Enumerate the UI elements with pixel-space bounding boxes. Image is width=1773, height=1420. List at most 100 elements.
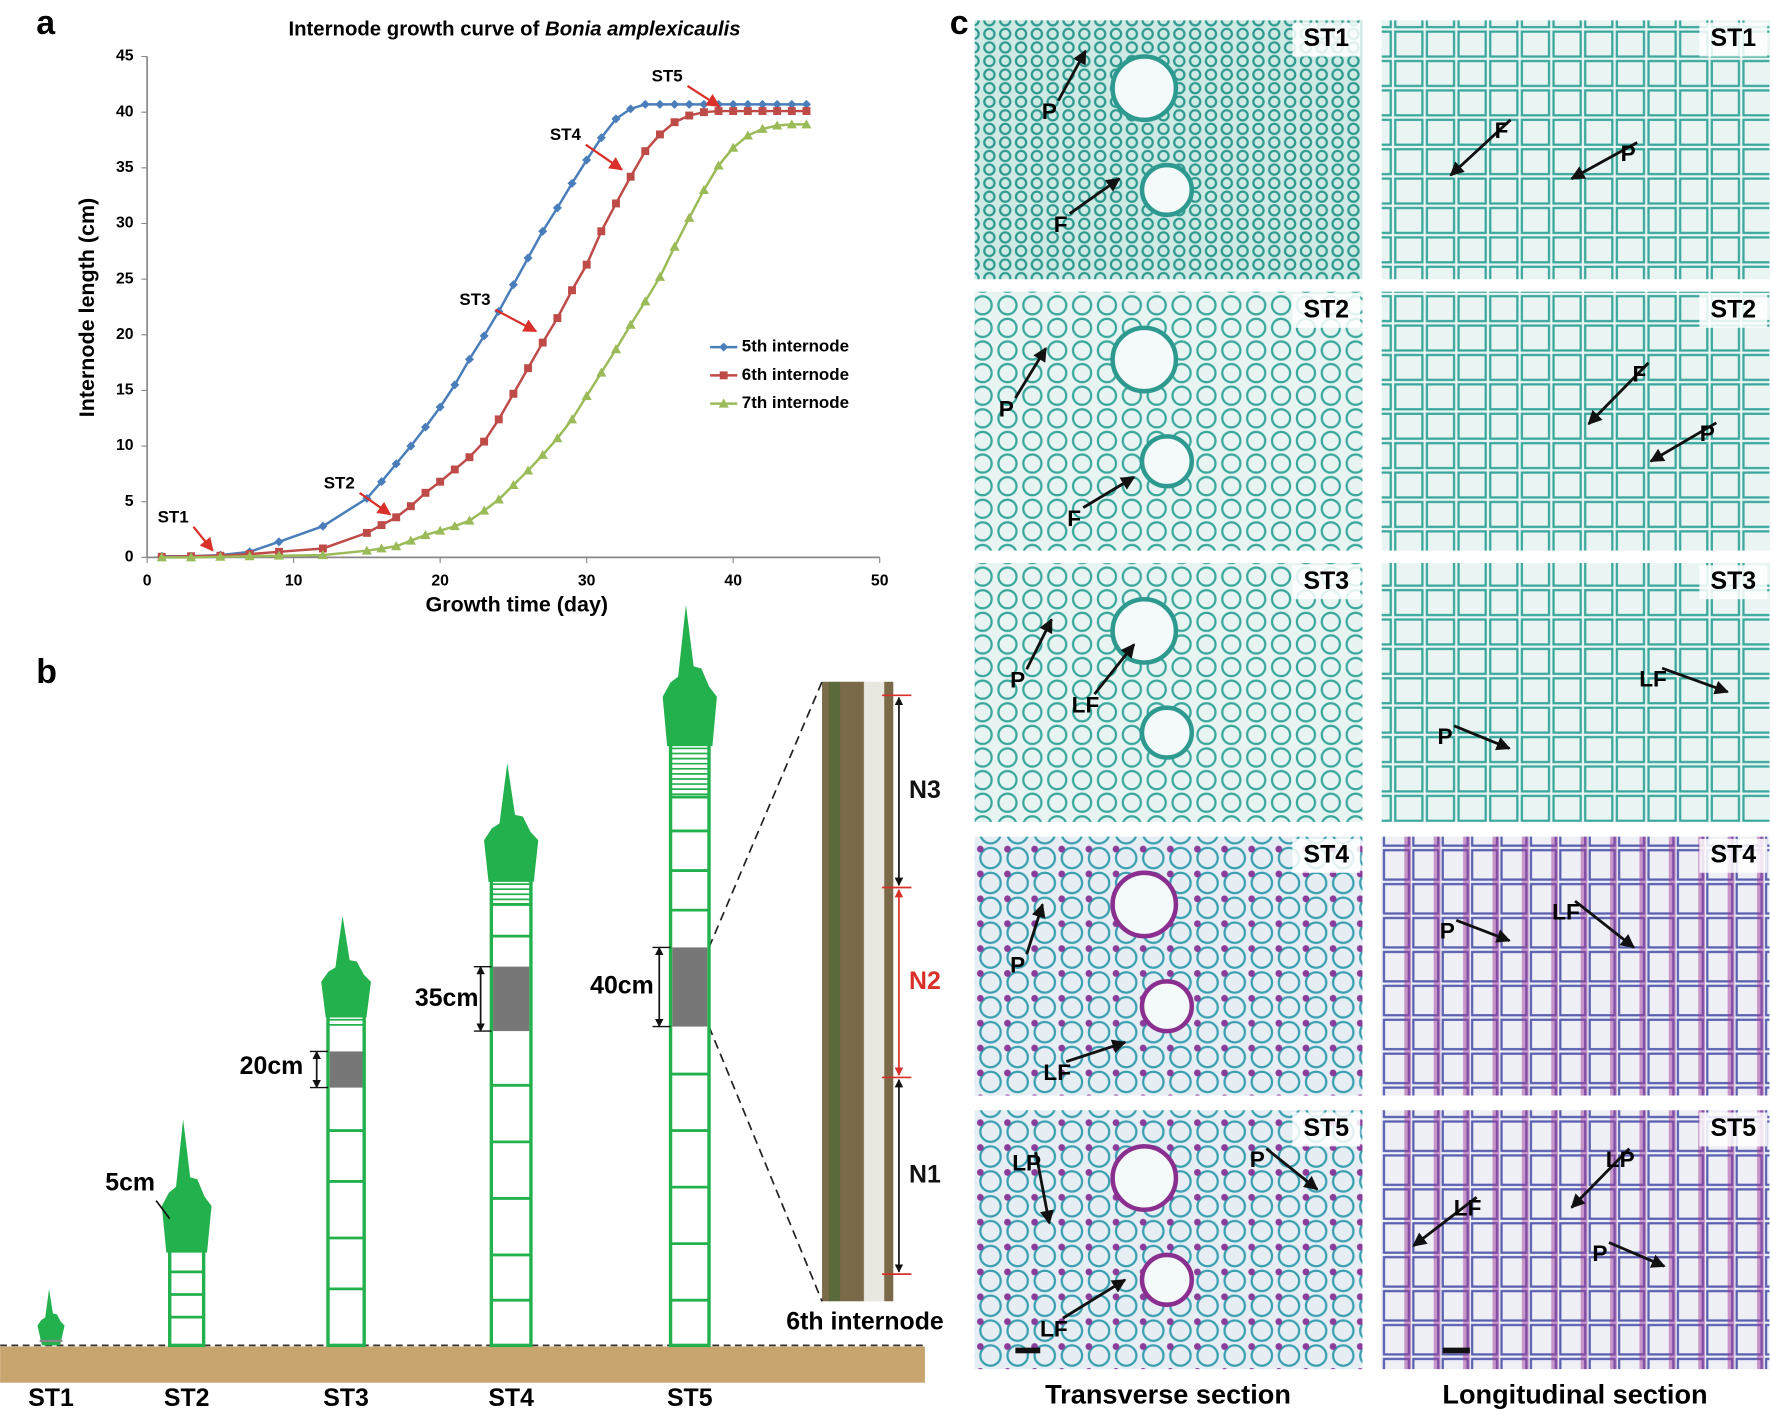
point (610, 344, 622, 354)
micrograph (974, 836, 1363, 1096)
stage-label: ST5 (1711, 1114, 1757, 1142)
point (318, 521, 328, 531)
stem (489, 857, 533, 1348)
point (582, 260, 591, 269)
structure-label: P (1010, 668, 1025, 693)
point (611, 114, 621, 124)
pointer-arrow (1082, 475, 1136, 509)
point (435, 525, 446, 535)
caption: Transverse section (1045, 1378, 1291, 1409)
structure-label: F (1054, 212, 1068, 237)
point (718, 398, 729, 408)
segment-label: N2 (909, 967, 941, 995)
stage-bg (1292, 22, 1361, 57)
photo (822, 681, 894, 1302)
micrograph (1381, 20, 1770, 280)
pointer-arrow (1649, 421, 1718, 463)
caption: Longitudinal section (1442, 1378, 1707, 1409)
stage-label: ST2 (1303, 295, 1349, 323)
structure-label: F (1495, 118, 1509, 143)
shoot-tip (37, 1288, 65, 1346)
scale-bar (1015, 1347, 1041, 1354)
pointer-arrow (1062, 1278, 1127, 1320)
stage-label: ST2 (164, 1384, 210, 1412)
point (685, 111, 694, 120)
stage-label: ST4 (1303, 840, 1349, 868)
y-tick-label: 35 (116, 159, 134, 176)
panel-label: b (36, 653, 57, 691)
point (185, 552, 197, 562)
point (714, 107, 723, 116)
structure-label: F (1067, 506, 1081, 531)
annotation: ST2 (324, 473, 355, 492)
pointer-arrow (1068, 177, 1121, 215)
structure-label: P (1010, 953, 1025, 978)
structure-label: LF (1639, 667, 1667, 692)
point (719, 371, 728, 380)
structure-label: LP (1012, 1150, 1041, 1175)
stem (326, 993, 366, 1348)
point (522, 465, 534, 475)
x-tick-label: 20 (431, 572, 449, 589)
pointer-arrow (1570, 141, 1638, 180)
stage-bg (1699, 565, 1768, 600)
vessel (1139, 705, 1195, 760)
pointer-arrow (1265, 1147, 1319, 1191)
point (376, 543, 387, 553)
shoot-tip (321, 915, 371, 1018)
point (508, 479, 519, 489)
annotation-arrow (192, 526, 214, 552)
title: Internode growth curve of (288, 19, 545, 41)
pointer-arrow (1412, 1196, 1478, 1248)
point (362, 528, 371, 537)
point (597, 227, 606, 236)
point (772, 99, 782, 109)
y-tick-label: 10 (116, 437, 134, 454)
stage-label: ST3 (323, 1384, 369, 1412)
pointer-arrow (1449, 118, 1512, 177)
point (581, 390, 592, 400)
ground (0, 1346, 925, 1383)
point (480, 437, 489, 446)
shoot-tip (161, 1119, 212, 1253)
point (552, 203, 562, 213)
pointer-arrow (1034, 1151, 1054, 1225)
vessel (1110, 870, 1179, 939)
micrograph (974, 563, 1363, 822)
vessel (1110, 596, 1179, 665)
pointer-arrow (1587, 361, 1650, 425)
structure-label: P (999, 396, 1014, 421)
point (244, 551, 255, 561)
point (421, 488, 430, 497)
legend-label: 5th internode (742, 337, 849, 356)
annotation-arrow (585, 143, 624, 171)
y-tick-label: 5 (125, 493, 134, 510)
structure-label: P (1042, 99, 1057, 124)
pointer-arrow (1453, 724, 1511, 751)
point (787, 107, 796, 116)
scale-bar (1442, 1347, 1470, 1354)
photo-caption: 6th internode (786, 1307, 943, 1335)
point (654, 271, 666, 281)
vessel (1139, 1252, 1195, 1307)
micrograph (1381, 291, 1770, 551)
pointer-arrow (1025, 618, 1053, 670)
point (465, 453, 474, 462)
point (625, 319, 636, 329)
point (684, 99, 694, 109)
segment-label: N1 (909, 1160, 941, 1188)
pointer-arrow (1025, 903, 1046, 955)
micrograph (1381, 563, 1770, 822)
structure-label: P (1250, 1147, 1265, 1172)
x-axis-label: Growth time (day) (426, 593, 608, 617)
point (508, 280, 518, 290)
pointer-arrow (1574, 899, 1635, 949)
target-internode (672, 947, 708, 1027)
structure-label: LF (1552, 899, 1580, 924)
point (449, 521, 460, 531)
point (509, 389, 518, 398)
point (758, 107, 767, 116)
micrograph (1381, 1110, 1770, 1370)
point (773, 107, 782, 116)
stage-label: ST4 (1711, 840, 1757, 868)
